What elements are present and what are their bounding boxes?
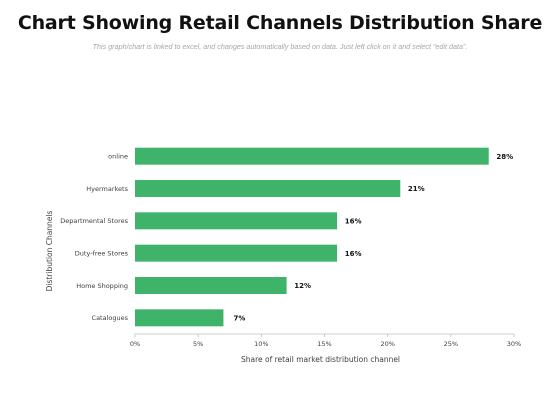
data-label-pointer xyxy=(337,250,343,257)
y-category-label: online xyxy=(108,152,128,160)
data-label-box xyxy=(342,247,365,260)
data-label-box xyxy=(291,279,314,292)
data-label-pointer xyxy=(223,314,229,321)
data-label-box xyxy=(493,150,516,163)
bar xyxy=(135,180,401,197)
x-axis-title: Share of retail market distribution chan… xyxy=(241,355,400,364)
chart-title: Chart Showing Retail Channels Distributi… xyxy=(17,12,543,34)
data-label: 16% xyxy=(345,250,362,258)
data-label: 7% xyxy=(233,314,245,322)
chart-subtitle: This graph/chart is linked to excel, and… xyxy=(92,42,468,51)
bar xyxy=(135,212,338,230)
x-tick-label: 25% xyxy=(444,340,458,348)
data-label: 28% xyxy=(496,153,513,161)
data-label-box xyxy=(342,214,365,227)
data-label-pointer xyxy=(286,282,292,289)
data-label: 21% xyxy=(408,185,425,193)
y-category-label: Duty-free Stores xyxy=(75,249,129,257)
x-tick-label: 20% xyxy=(380,340,394,348)
y-category-label: Catalogues xyxy=(92,314,129,322)
y-axis-title: Distribution Channels xyxy=(45,210,54,291)
data-label: 12% xyxy=(294,282,311,290)
y-category-label: Hyermarkets xyxy=(86,185,128,193)
x-tick-label: 30% xyxy=(507,340,521,348)
data-label-pointer xyxy=(488,153,494,160)
bar xyxy=(135,147,489,165)
x-tick-label: 5% xyxy=(193,340,203,348)
bar xyxy=(135,244,338,262)
data-label-pointer xyxy=(337,217,343,224)
bar xyxy=(135,277,287,294)
y-category-label: Home Shopping xyxy=(76,282,128,290)
data-label: 16% xyxy=(345,217,362,225)
y-category-label: Departmental Stores xyxy=(60,217,128,225)
x-tick-label: 15% xyxy=(317,340,331,348)
data-label-box xyxy=(228,311,251,324)
x-tick-label: 0% xyxy=(130,340,140,348)
x-tick-label: 10% xyxy=(254,340,268,348)
data-label-box xyxy=(405,182,428,195)
data-label-pointer xyxy=(400,185,406,192)
bar xyxy=(135,309,224,327)
